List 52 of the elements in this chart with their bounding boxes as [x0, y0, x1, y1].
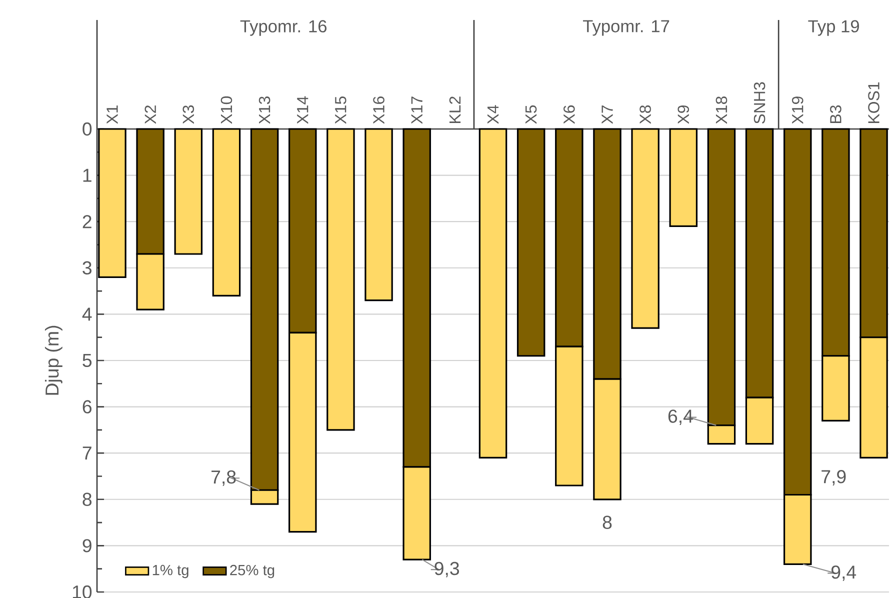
y-tick-label: 6 — [82, 400, 92, 414]
x-tick-label: X18 — [716, 96, 728, 124]
bar — [326, 128, 355, 431]
bar — [631, 128, 660, 329]
x-tick-label: KOS1 — [868, 82, 880, 123]
text: Typomr. 16 — [240, 20, 326, 36]
annotation: 9,4 — [832, 565, 856, 581]
annotation: 7,8 — [212, 470, 236, 486]
x-tick-label: X4 — [488, 105, 499, 124]
x-tick-label: X13 — [258, 96, 270, 124]
x-tick-label: X6 — [564, 105, 575, 124]
x-tick-label: KL2 — [449, 96, 461, 123]
x-tick-label: X15 — [335, 96, 346, 124]
y-tick-label: 9 — [82, 539, 92, 552]
x-tick-label: X8 — [640, 105, 651, 124]
x-tick-label: SNH3 — [754, 82, 766, 124]
bar — [516, 128, 546, 357]
bar — [364, 128, 393, 302]
text: Typ 19 — [808, 20, 859, 36]
x-tick-label: X17 — [411, 96, 422, 124]
y-tick-label: 3 — [82, 261, 92, 275]
text: Typomr. 17 — [582, 20, 670, 36]
bar — [478, 128, 508, 459]
y-tick-label: 4 — [82, 308, 92, 321]
x-tick-label: X16 — [373, 96, 384, 124]
legend-label: 25% tg — [230, 564, 274, 578]
x-tick-label: X7 — [602, 106, 613, 124]
x-tick-label: X9 — [678, 105, 690, 124]
x-tick-label: B3 — [830, 105, 842, 123]
x-tick-label: X5 — [526, 105, 537, 124]
bar — [212, 128, 241, 296]
bar — [669, 128, 698, 228]
annotation: 6,4 — [668, 410, 693, 426]
annotation: 8 — [602, 516, 612, 530]
y-tick-label: 0 — [82, 122, 92, 136]
x-tick-label: X3 — [182, 105, 194, 124]
x-tick-label: X1 — [106, 106, 118, 124]
y-axis-title: Djup (m) — [44, 326, 62, 395]
bar — [98, 128, 126, 278]
annotation: 7,9 — [822, 470, 846, 486]
y-tick-label: 5 — [82, 354, 92, 368]
y-tick-label: 2 — [82, 215, 92, 228]
x-tick-label: X19 — [792, 96, 804, 124]
y-tick-label: 1 — [83, 168, 92, 182]
x-tick-label: X10 — [220, 96, 232, 124]
x-tick-label: X14 — [297, 96, 308, 124]
y-tick-label: 7 — [82, 446, 92, 460]
legend-label: 1% tg — [152, 564, 188, 578]
y-tick-label: 8 — [82, 492, 92, 506]
bar — [174, 128, 203, 255]
x-tick-label: X2 — [144, 106, 156, 124]
annotation: 9,3 — [434, 562, 459, 578]
